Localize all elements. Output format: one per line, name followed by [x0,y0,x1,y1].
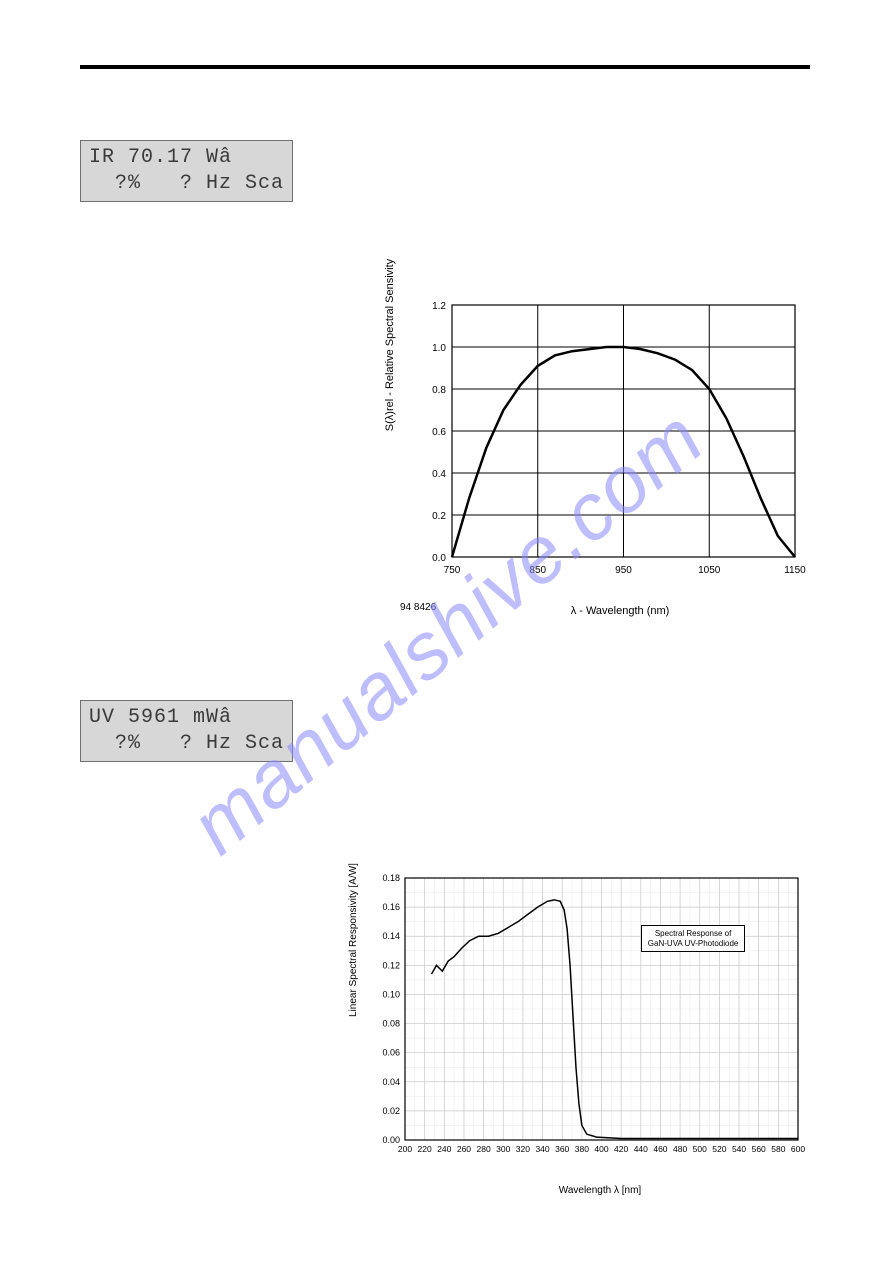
svg-text:560: 560 [752,1144,766,1154]
svg-text:0.10: 0.10 [382,989,400,999]
svg-text:0.12: 0.12 [382,960,400,970]
svg-text:240: 240 [437,1144,451,1154]
svg-text:580: 580 [771,1144,785,1154]
svg-text:1150: 1150 [784,565,806,576]
svg-text:0.02: 0.02 [382,1106,400,1116]
svg-text:1050: 1050 [698,565,721,576]
chart1-footnote: 94 8426 [400,602,436,613]
page: IR 70.17 Wâ ?% ? Hz Sca UV 5961 mWâ ?% ?… [0,0,893,1263]
svg-text:360: 360 [555,1144,569,1154]
svg-text:0.0: 0.0 [432,553,446,564]
svg-text:0.2: 0.2 [432,511,446,522]
chart2-legend: Spectral Response ofGaN-UVA UV-Photodiod… [641,925,746,952]
chart-uv-response: 0.000.020.040.060.080.100.120.140.160.18… [350,870,810,1190]
lcd-line: IR 70.17 Wâ [89,146,232,169]
svg-text:420: 420 [614,1144,628,1154]
lcd-line: UV 5961 mWâ [89,706,232,729]
svg-text:0.14: 0.14 [382,931,400,941]
svg-text:220: 220 [418,1144,432,1154]
svg-text:600: 600 [791,1144,805,1154]
svg-text:0.18: 0.18 [382,873,400,883]
chart1-xlabel: λ - Wavelength (nm) [450,605,790,617]
lcd-display-uv: UV 5961 mWâ ?% ? Hz Sca [80,700,293,762]
svg-text:1.0: 1.0 [432,343,446,354]
svg-text:850: 850 [529,565,546,576]
chart-svg: 0.000.020.040.060.080.100.120.140.160.18… [350,870,810,1170]
svg-text:0.8: 0.8 [432,385,446,396]
svg-text:1.2: 1.2 [432,301,446,312]
svg-text:480: 480 [673,1144,687,1154]
lcd-display-ir: IR 70.17 Wâ ?% ? Hz Sca [80,140,293,202]
svg-text:540: 540 [732,1144,746,1154]
svg-text:0.04: 0.04 [382,1077,400,1087]
chart-svg: 0.0 0.2 0.4 0.6 0.8 1.0 1.2 750 850 950 1050 1150 [390,295,810,595]
horizontal-rule [80,65,810,69]
lcd-line: ?% ? Hz Sca [89,172,284,195]
chart-ir-sensitivity: 0.00.20.40.60.81.01.275085095010501150 S… [390,295,810,615]
svg-text:340: 340 [535,1144,549,1154]
lcd-line: ?% ? Hz Sca [89,732,284,755]
svg-text:520: 520 [712,1144,726,1154]
svg-text:0.16: 0.16 [382,902,400,912]
svg-text:440: 440 [634,1144,648,1154]
svg-text:0.08: 0.08 [382,1019,400,1029]
svg-text:320: 320 [516,1144,530,1154]
svg-text:0.6: 0.6 [432,427,446,438]
svg-text:950: 950 [615,565,632,576]
chart2-xlabel: Wavelength λ [nm] [410,1185,790,1196]
svg-text:750: 750 [444,565,461,576]
svg-text:280: 280 [477,1144,491,1154]
svg-text:0.4: 0.4 [432,469,446,480]
svg-text:380: 380 [575,1144,589,1154]
svg-text:0.06: 0.06 [382,1048,400,1058]
svg-text:460: 460 [653,1144,667,1154]
svg-text:200: 200 [398,1144,412,1154]
svg-text:300: 300 [496,1144,510,1154]
chart2-ylabel: Linear Spectral Responsivity [A/W] [348,810,359,1070]
chart1-ylabel: S(λ)rel - Relative Spectral Sensivity [384,235,396,455]
svg-text:260: 260 [457,1144,471,1154]
svg-text:400: 400 [594,1144,608,1154]
svg-text:500: 500 [693,1144,707,1154]
